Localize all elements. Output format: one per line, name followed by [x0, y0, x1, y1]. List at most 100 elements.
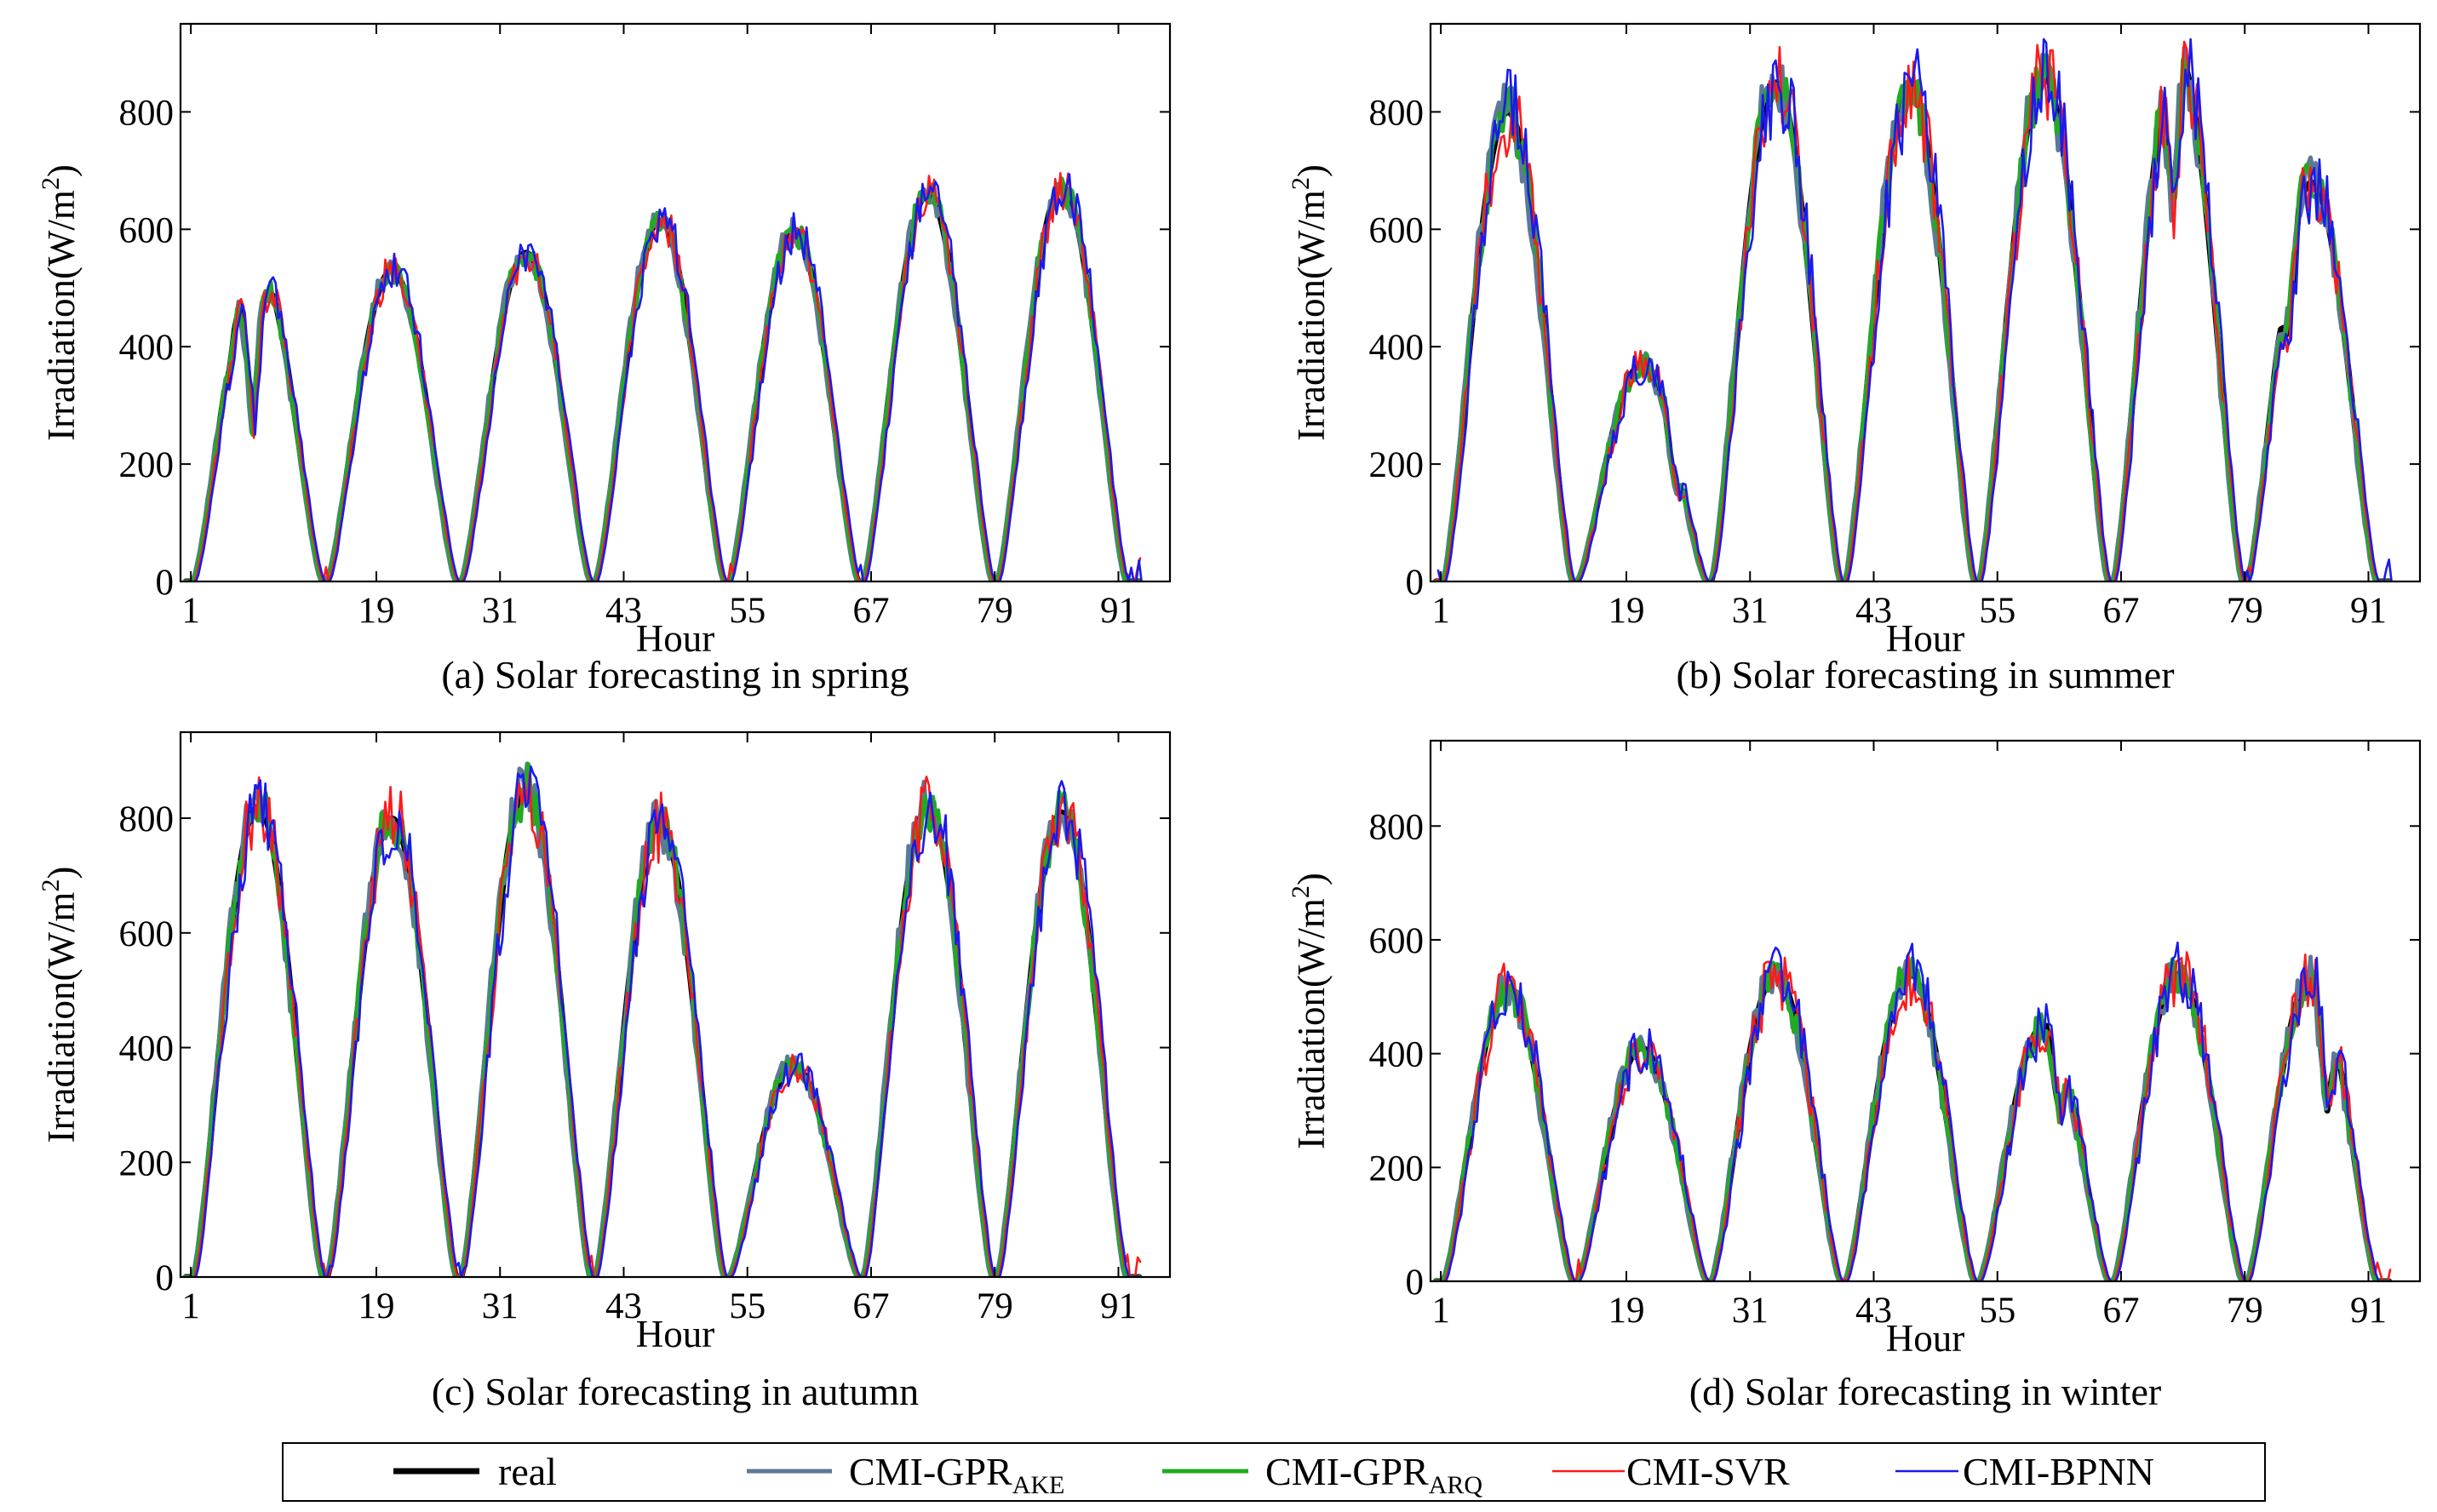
x-tick-label: 43: [1855, 591, 1892, 631]
series-line-gpr_arq: [183, 176, 1142, 581]
legend-label: CMI-BPNN: [1963, 1450, 2154, 1493]
x-tick-label: 67: [2102, 591, 2139, 631]
x-tick-label: 31: [1732, 591, 1769, 631]
y-tick-label: 400: [1369, 1035, 1425, 1075]
x-tick-label: 55: [729, 1286, 766, 1326]
series-line-svr: [1436, 951, 2392, 1281]
y-axis-label: Irradiation(W/m2): [37, 867, 83, 1143]
series-group: [1432, 37, 2393, 581]
x-tick-label: 55: [729, 591, 766, 631]
series-line-gpr_ake: [182, 761, 1140, 1277]
x-tick-label: 79: [977, 1286, 1013, 1326]
y-tick-label: 600: [1369, 210, 1425, 250]
y-tick-label: 400: [1369, 328, 1425, 368]
legend-label: CMI-GPRAKE: [849, 1450, 1064, 1499]
x-tick-label: 55: [1979, 1291, 2016, 1331]
x-tick-label: 43: [1855, 1291, 1892, 1331]
y-tick-label: 0: [156, 1258, 175, 1298]
axis-frame: [179, 730, 1172, 1279]
x-tick-label: 79: [2227, 1291, 2263, 1331]
series-line-bpnn: [186, 173, 1143, 581]
y-axis-label: Irradiation(W/m2): [1287, 164, 1333, 441]
x-tick-label: 43: [605, 591, 642, 631]
charts-group: 1 19 31 43 55 67 79 91 0 200 400 600 800 Hour Irradiat…: [37, 22, 2422, 1413]
panel-caption: (d) Solar forecasting in winter: [1689, 1370, 2161, 1413]
legend: real CMI-GPRAKE CMI-GPRARQ CMI-SVR CMI-BPNN: [282, 1442, 2266, 1502]
panel-caption: (b) Solar forecasting in summer: [1676, 653, 2174, 696]
legend-entry-gpr_arq: CMI-GPRARQ: [1162, 1450, 1482, 1499]
x-tick-label: 31: [1732, 1291, 1769, 1331]
axis-frame: [1429, 739, 2422, 1283]
y-tick-label: 800: [119, 799, 175, 839]
y-tick-label: 800: [1369, 93, 1425, 133]
series-line-real: [1432, 971, 2393, 1281]
axis-frame: [1429, 22, 2422, 583]
series-line-gpr_arq: [1433, 956, 2392, 1281]
x-tick-label: 19: [358, 591, 394, 631]
legend-entry-real: real: [393, 1450, 557, 1493]
x-tick-label: 67: [852, 1286, 889, 1326]
y-tick-label: 200: [119, 1143, 175, 1183]
y-axis-label: Irradiation(W/m2): [1287, 873, 1333, 1149]
y-tick-label: 0: [1406, 563, 1425, 603]
axis-frame: [179, 22, 1172, 583]
y-tick-label: 0: [156, 563, 175, 603]
x-tick-label: 91: [1100, 1286, 1137, 1326]
x-tick-label: 19: [1608, 1291, 1644, 1331]
x-tick-label: 91: [2350, 1291, 2387, 1331]
y-tick-label: 600: [119, 914, 175, 954]
x-tick-label: 19: [358, 1286, 394, 1326]
x-tick-label: 1: [1431, 591, 1450, 631]
legend-label: real: [498, 1450, 557, 1493]
x-tick-label: 31: [482, 591, 519, 631]
x-tick-label: 1: [1431, 1291, 1450, 1331]
y-tick-label: 400: [119, 1029, 175, 1069]
legend-label: CMI-GPRARQ: [1265, 1450, 1482, 1499]
series-line-bpnn: [1436, 37, 2393, 581]
series-line-real: [182, 786, 1143, 1277]
legend-entry-bpnn: CMI-BPNN: [1895, 1450, 2154, 1493]
series-line-gpr_arq: [1433, 52, 2392, 581]
x-axis-label: Hour: [1886, 617, 1964, 660]
x-tick-label: 55: [1979, 591, 2016, 631]
series-line-gpr_ake: [1432, 45, 2390, 581]
legend-entry-gpr_ake: CMI-GPRAKE: [747, 1450, 1064, 1499]
panel-caption: (c) Solar forecasting in autumn: [432, 1370, 919, 1413]
series-line-gpr_ake: [182, 181, 1140, 581]
series-line-bpnn: [186, 765, 1143, 1277]
chart-panel-autumn: 1 19 31 43 55 67 79 91 0 200 400 600 800 Hour Irradiat…: [37, 730, 1172, 1413]
series-group: [182, 761, 1143, 1277]
y-tick-label: 200: [1369, 1148, 1425, 1188]
x-tick-label: 43: [605, 1286, 642, 1326]
panel-caption: (a) Solar forecasting in spring: [441, 653, 909, 696]
chart-panel-spring: 1 19 31 43 55 67 79 91 0 200 400 600 800 Hour Irradiat…: [37, 22, 1172, 696]
y-axis-label: Irradiation(W/m2): [37, 164, 83, 441]
y-tick-label: 200: [1369, 445, 1425, 485]
chart-panel-summer: 1 19 31 43 55 67 79 91 0 200 400 600 800 Hour Irradiat…: [1287, 22, 2422, 696]
y-tick-label: 800: [119, 93, 175, 133]
series-group: [1432, 941, 2393, 1281]
x-axis-label: Hour: [636, 617, 714, 660]
x-tick-label: 79: [977, 591, 1013, 631]
x-tick-label: 19: [1608, 591, 1644, 631]
x-tick-label: 91: [2350, 591, 2387, 631]
y-tick-label: 0: [1406, 1263, 1425, 1303]
series-line-real: [182, 185, 1143, 581]
series-line-svr: [186, 172, 1142, 581]
y-tick-label: 600: [1369, 921, 1425, 961]
x-tick-label: 67: [852, 591, 889, 631]
legend-label: CMI-SVR: [1626, 1450, 1790, 1493]
y-tick-label: 200: [119, 445, 175, 485]
chart-panel-winter: 1 19 31 43 55 67 79 91 0 200 400 600 800 Hour Irradiat…: [1287, 739, 2422, 1413]
y-tick-label: 800: [1369, 807, 1425, 847]
x-axis-label: Hour: [1886, 1317, 1964, 1360]
series-line-svr: [1436, 40, 2392, 581]
y-tick-label: 600: [119, 210, 175, 250]
x-tick-label: 67: [2102, 1291, 2139, 1331]
x-tick-label: 79: [2227, 591, 2263, 631]
series-group: [182, 172, 1143, 581]
x-tick-label: 1: [181, 591, 200, 631]
series-line-real: [1432, 62, 2393, 581]
series-line-bpnn: [1436, 941, 2393, 1281]
